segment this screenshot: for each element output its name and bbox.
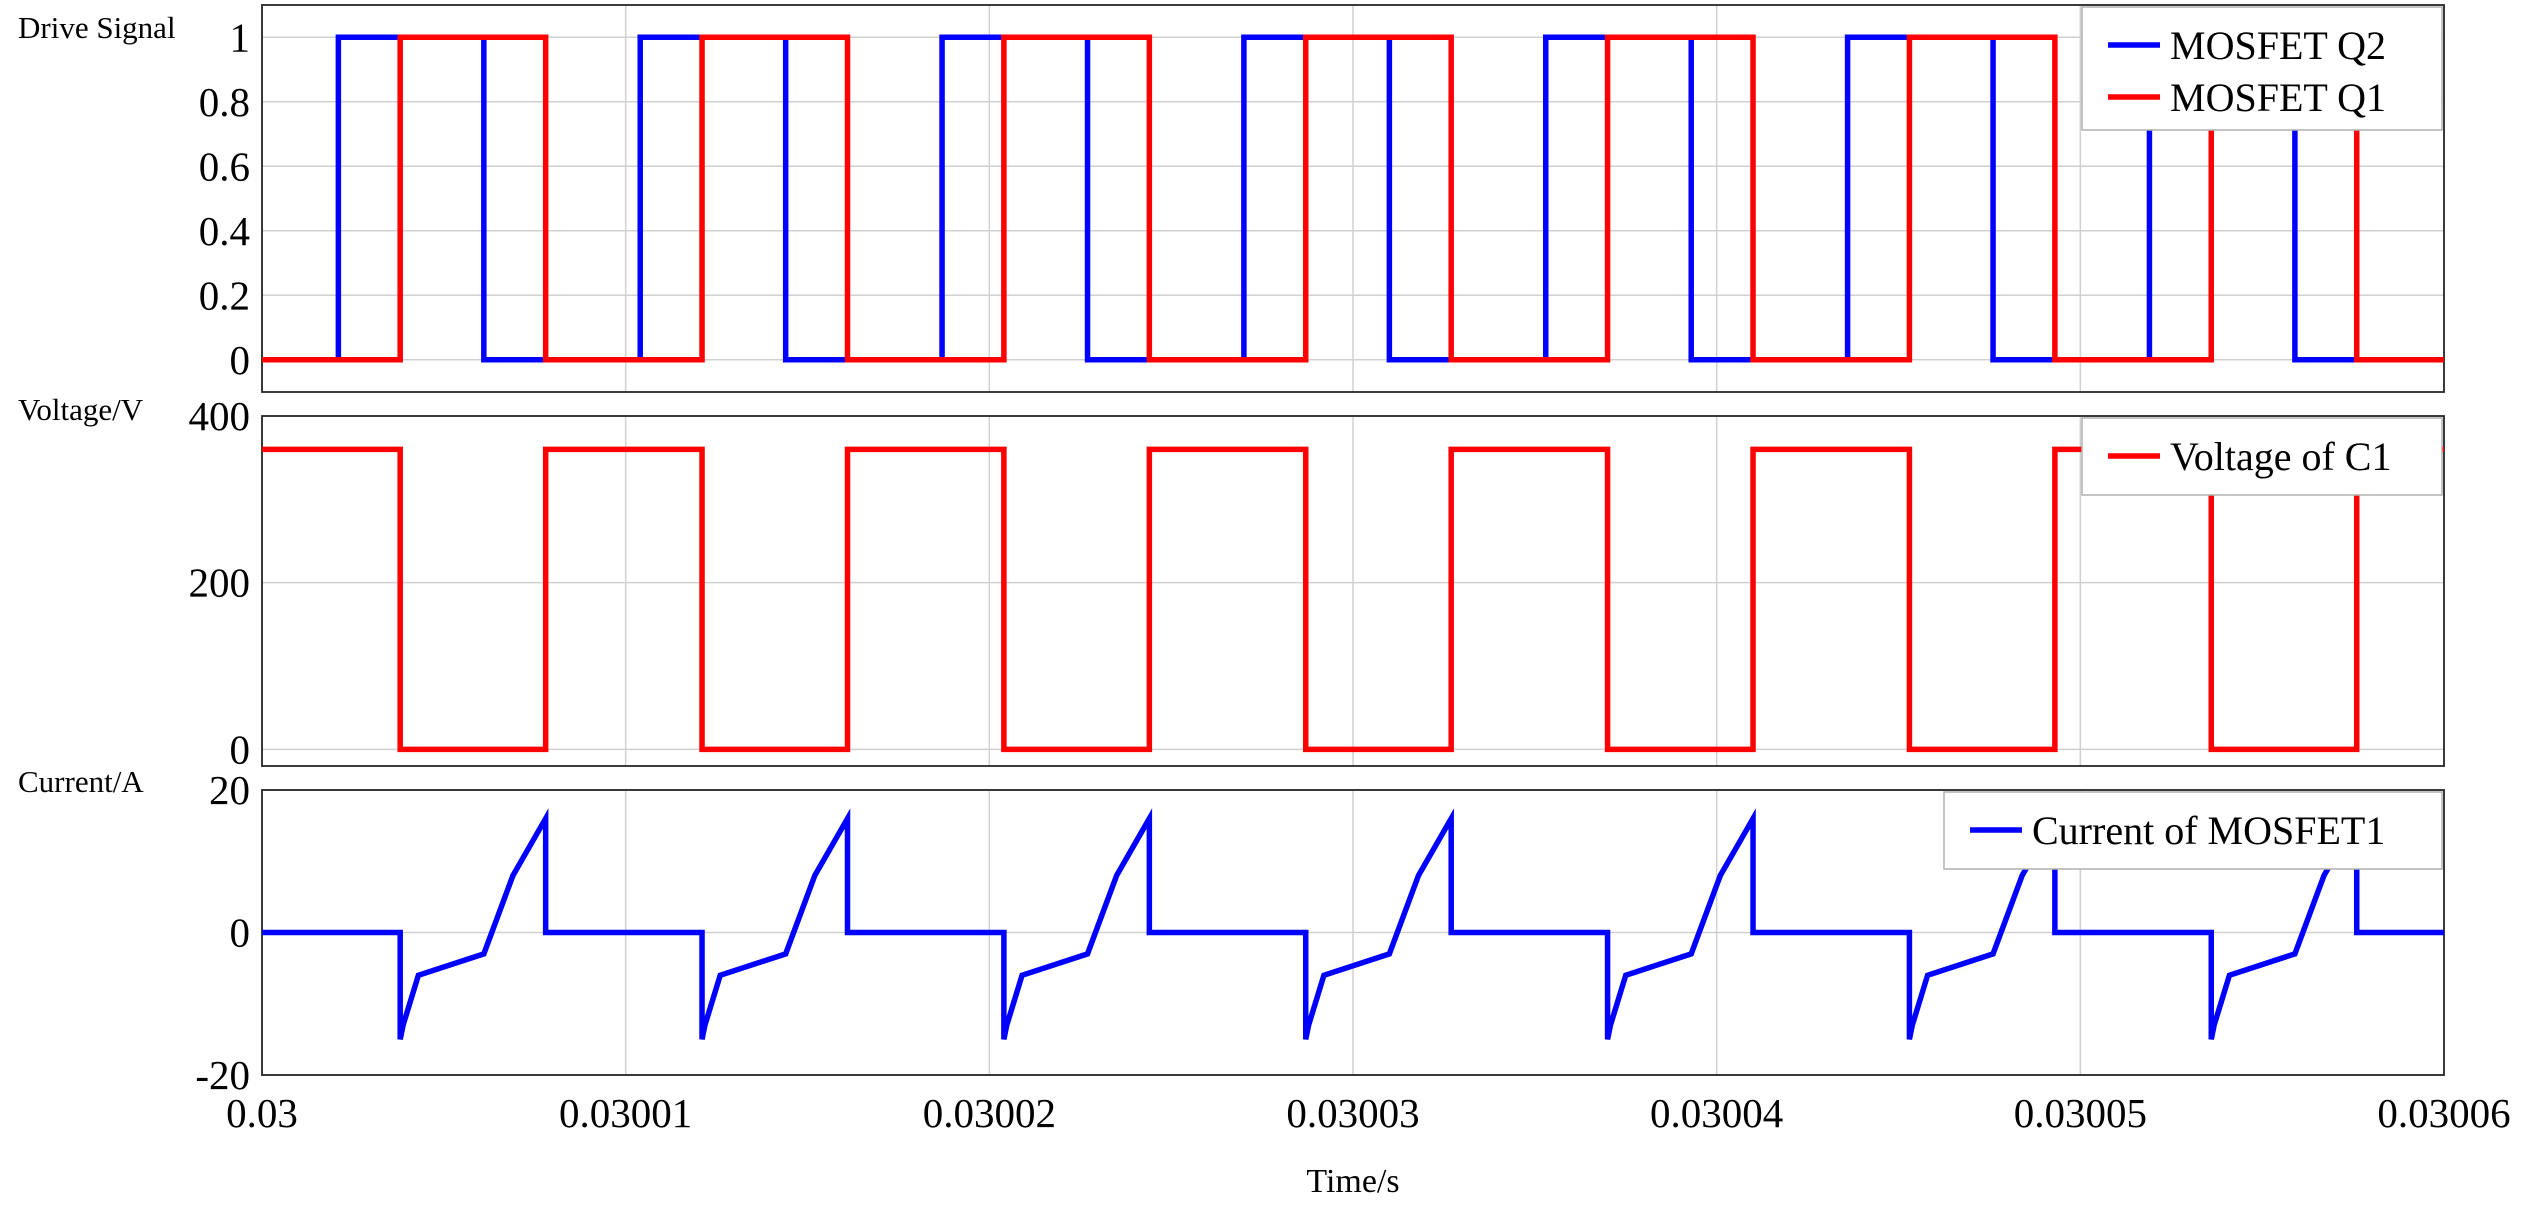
legend: MOSFET Q2 MOSFET Q1 bbox=[2081, 6, 2443, 131]
y-axis-label: Current/A bbox=[18, 764, 144, 799]
legend: Current of MOSFET1 bbox=[1943, 791, 2443, 870]
y-tick-label: 200 bbox=[189, 560, 251, 606]
y-tick-label: 0.6 bbox=[199, 143, 250, 189]
voltage-panel: 0 200 400 Voltage/V Voltage of C1 bbox=[18, 392, 2445, 772]
x-tick-label: 0.03 bbox=[226, 1090, 298, 1136]
x-tick-label: 0.03001 bbox=[559, 1090, 692, 1136]
series-line-voltage-of-c1 bbox=[262, 446, 2444, 753]
y-tick-label: 0 bbox=[230, 910, 251, 956]
x-tick-label: 0.03006 bbox=[2377, 1090, 2510, 1136]
y-axis-label: Drive Signal bbox=[18, 10, 176, 45]
y-tick-label: 0.2 bbox=[199, 272, 250, 318]
y-axis-label: Voltage/V bbox=[18, 392, 144, 427]
legend-label: MOSFET Q1 bbox=[2170, 75, 2386, 120]
y-tick-label: 0 bbox=[230, 337, 251, 383]
y-tick-label: 400 bbox=[189, 393, 251, 439]
x-axis-label: Time/s bbox=[1306, 1163, 1399, 1200]
legend: Voltage of C1 bbox=[2081, 417, 2443, 496]
y-tick-label: 1 bbox=[230, 14, 251, 60]
x-tick-label: 0.03002 bbox=[923, 1090, 1056, 1136]
y-tick-label: -20 bbox=[195, 1052, 250, 1098]
x-tick-label: 0.03003 bbox=[1286, 1090, 1419, 1136]
y-tick-label: 0.8 bbox=[199, 79, 250, 125]
y-tick-label: 0.4 bbox=[199, 208, 250, 254]
legend-label: MOSFET Q2 bbox=[2170, 23, 2386, 68]
axes-box bbox=[261, 415, 2445, 767]
axes-box bbox=[261, 4, 2445, 393]
series-line-current-of-mosfet1 bbox=[262, 808, 2444, 1040]
x-tick-label: 0.03005 bbox=[2014, 1090, 2147, 1136]
legend-label: Current of MOSFET1 bbox=[2032, 808, 2385, 853]
legend-box bbox=[1943, 791, 2443, 870]
y-tick-label: 20 bbox=[209, 767, 250, 813]
legend-box bbox=[2081, 6, 2443, 131]
series-line-mosfet-q1 bbox=[262, 34, 2444, 363]
y-tick-label: 0 bbox=[230, 726, 251, 772]
legend-label: Voltage of C1 bbox=[2170, 434, 2391, 479]
x-tick-label: 0.03004 bbox=[1650, 1090, 1783, 1136]
current-panel: -20 0 20 Current/A 0.03 0.03001 0.03002 0.03003… bbox=[18, 764, 2511, 1136]
